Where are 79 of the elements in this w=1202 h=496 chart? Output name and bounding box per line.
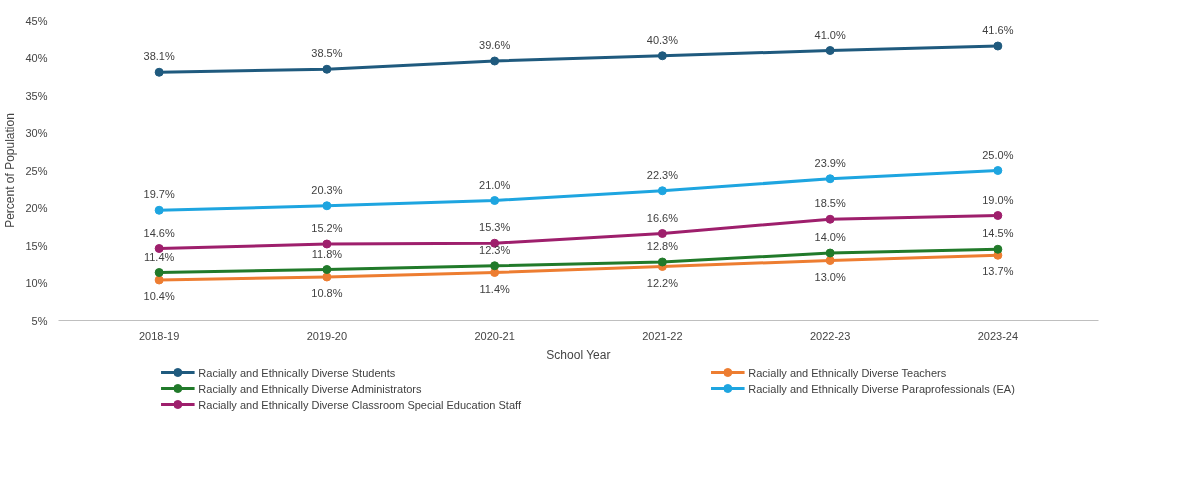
data-label: 12.8% (646, 240, 679, 252)
data-label: 10.8% (311, 287, 343, 299)
data-label: 13.0% (814, 270, 846, 283)
legend-label: Racially and Ethnically Diverse Administrators (198, 382, 422, 395)
point (993, 244, 1003, 254)
y-tick-label: 10% (25, 277, 48, 289)
legend-label: Racially and Ethnically Diverse Students (198, 366, 396, 379)
data-label: 10.4% (143, 290, 175, 302)
y-tick-label: 35% (25, 89, 48, 102)
x-tick-label: 2020-21 (474, 329, 515, 342)
point (657, 186, 667, 196)
point (657, 257, 667, 267)
data-label: 22.3% (646, 168, 679, 181)
point (322, 64, 332, 74)
point (154, 67, 164, 77)
y-tick-label: 40% (25, 52, 48, 64)
point (490, 196, 500, 205)
data-label: 41.6% (982, 24, 1014, 36)
y-tick-label: 5% (31, 314, 48, 327)
point (322, 239, 332, 249)
legend-label: Racially and Ethnically Diverse Paraprofessionals (EA) (748, 382, 1015, 395)
point (490, 261, 500, 271)
data-label: 20.3% (311, 183, 343, 196)
point (993, 211, 1003, 220)
point (993, 41, 1003, 51)
point (825, 214, 835, 224)
x-tick-label: 2019-20 (306, 329, 348, 342)
point (657, 229, 667, 238)
data-label: 23.9% (814, 156, 846, 169)
legend-label: Racially and Ethnically Diverse Teachers (748, 366, 947, 379)
data-label: 11.8% (311, 247, 343, 260)
data-label: 39.6% (479, 39, 511, 51)
y-tick-label: 15% (25, 239, 48, 252)
x-tick-label: 2018-19 (138, 329, 180, 342)
y-tick-label: 45% (25, 14, 48, 27)
point (825, 256, 835, 265)
data-label: 11.4% (479, 282, 511, 295)
point (154, 275, 164, 285)
legend-label: Racially and Ethnically Diverse Classroom Special Education Staff (198, 398, 522, 411)
data-label: 15.3% (479, 221, 511, 234)
point (322, 201, 332, 211)
data-label: 19.7% (143, 188, 175, 201)
point (825, 248, 835, 258)
x-axis-title: School Year (546, 347, 611, 362)
point (154, 268, 164, 277)
data-label: 38.5% (311, 47, 343, 60)
y-tick-label: 25% (25, 164, 48, 177)
y-tick-label: 20% (25, 202, 48, 214)
data-label: 41.0% (814, 28, 846, 41)
point (154, 205, 164, 215)
x-tick-label: 2023-24 (977, 329, 1019, 342)
point (825, 46, 835, 55)
data-label: 16.6% (646, 211, 679, 224)
point (825, 174, 835, 184)
data-label: 12.3% (479, 243, 511, 256)
data-label: 21.0% (479, 178, 511, 191)
point (993, 166, 1003, 175)
data-label: 11.4% (143, 250, 175, 263)
point (490, 268, 500, 277)
point (322, 272, 332, 282)
point (490, 56, 500, 66)
data-label: 18.5% (814, 197, 846, 210)
y-tick-label: 30% (25, 127, 48, 139)
data-label: 13.7% (982, 265, 1014, 278)
data-label: 14.5% (982, 227, 1014, 240)
point (154, 244, 164, 253)
y-axis-title: Percent of Population (3, 113, 18, 228)
data-label: 12.2% (646, 276, 679, 289)
data-label: 38.1% (143, 50, 175, 63)
data-label: 25.0% (982, 148, 1014, 161)
data-label: 19.0% (982, 193, 1014, 206)
x-tick-label: 2022-23 (809, 329, 851, 342)
data-label: 40.3% (646, 33, 679, 46)
point (657, 51, 667, 61)
point (322, 265, 332, 274)
data-label: 14.0% (814, 231, 846, 243)
data-label: 15.2% (311, 222, 343, 234)
x-tick-label: 2021-22 (642, 329, 683, 342)
data-label: 14.6% (143, 226, 175, 239)
